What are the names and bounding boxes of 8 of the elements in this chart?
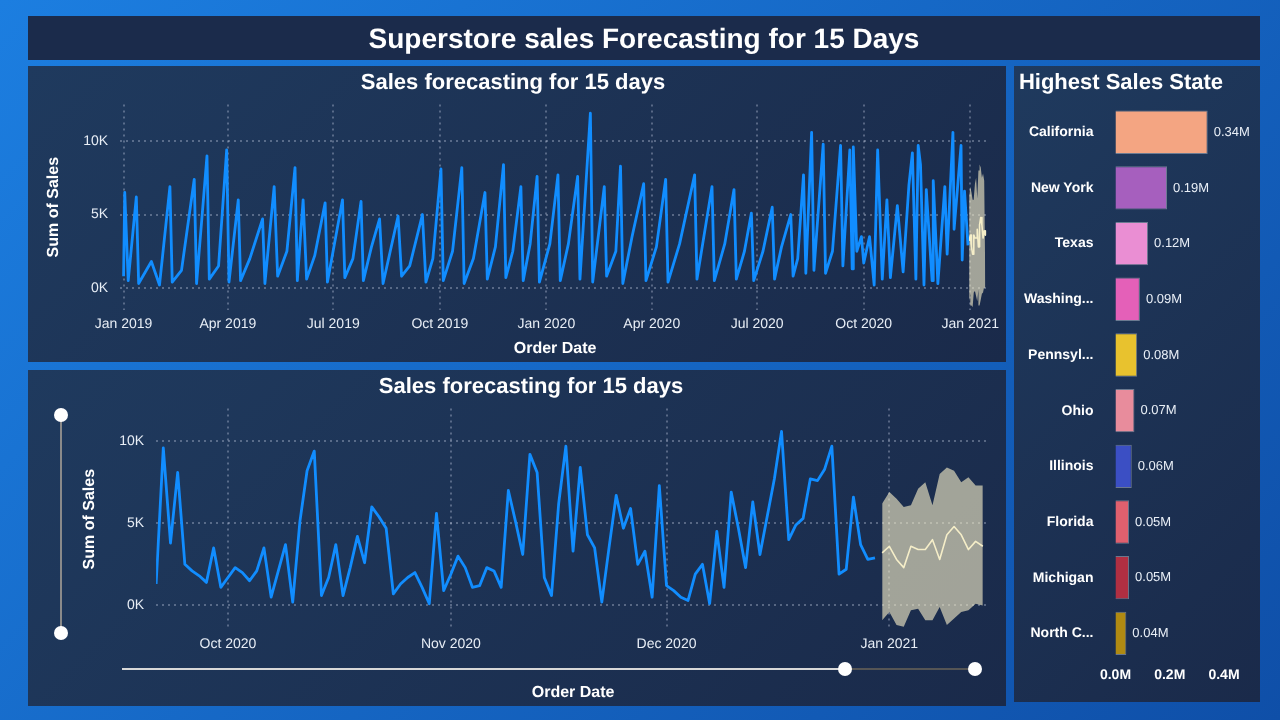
x-axis-title: Order Date [513, 338, 598, 357]
y-axis-title: Sum of Sales [44, 155, 63, 258]
chart-title: Highest Sales State [1018, 71, 1224, 96]
chart-title: Sales forecasting for 15 days [360, 71, 666, 96]
chart-title: Sales forecasting for 15 days [378, 375, 684, 400]
y-axis-title: Sum of Sales [80, 467, 99, 570]
x-axis-title: Order Date [531, 682, 616, 701]
text: Superstore sales Forecasting for 15 Days [28, 16, 1260, 60]
